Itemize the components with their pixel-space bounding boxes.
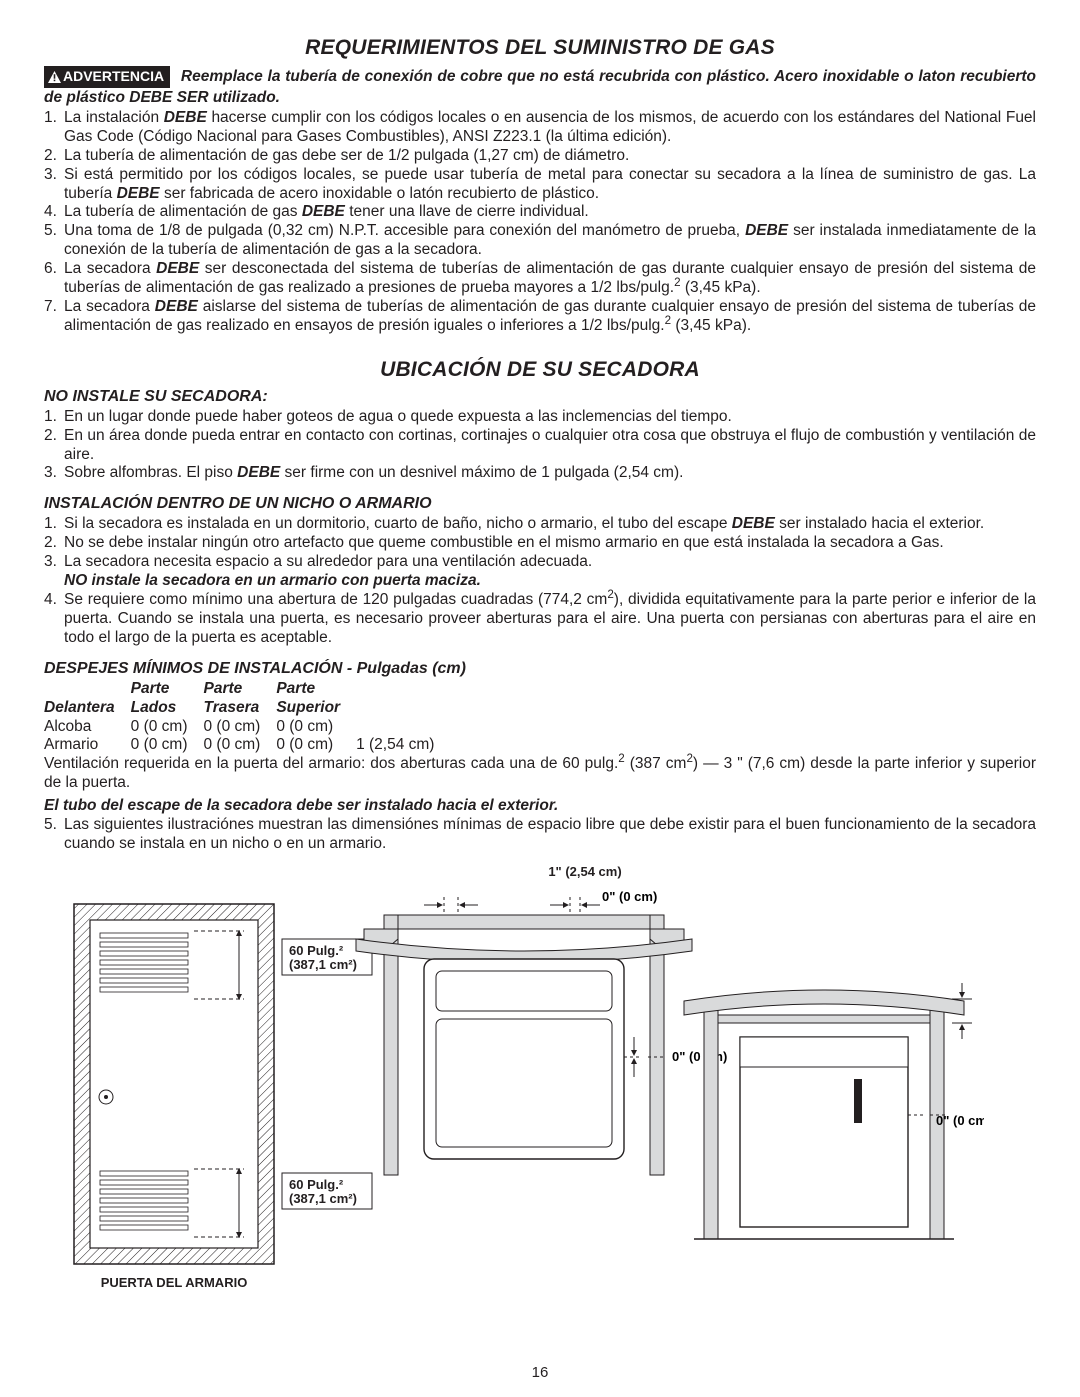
- list-item: La secadora DEBE aislarse del sistema de…: [44, 298, 1036, 336]
- list-item: Sobre alfombras. El piso DEBE ser firme …: [44, 464, 1036, 483]
- list-item: Si está permitido por los códigos locale…: [44, 166, 1036, 204]
- svg-text:60 Pulg.²(387,1 cm²): 60 Pulg.²(387,1 cm²): [289, 1177, 357, 1206]
- list-item: Si la secadora es instalada en un dormit…: [44, 515, 1036, 534]
- section1-title: REQUERIMIENTOS DEL SUMINISTRO DE GAS: [44, 36, 1036, 60]
- list-item: Las siguientes ilustraciónes muestran la…: [44, 816, 1036, 854]
- svg-text:60 Pulg.²(387,1 cm²): 60 Pulg.²(387,1 cm²): [289, 943, 357, 972]
- section2-list1: En un lugar donde puede haber goteos de …: [44, 408, 1036, 484]
- list-item: En un lugar donde puede haber goteos de …: [44, 408, 1036, 427]
- document-page: REQUERIMIENTOS DEL SUMINISTRO DE GAS ADV…: [0, 0, 1080, 1397]
- vent-note: Ventilación requerida en la puerta del a…: [44, 755, 1036, 793]
- list-item: Una toma de 1/8 de pulgada (0,32 cm) N.P…: [44, 222, 1036, 260]
- sub-tubo: El tubo del escape de la secadora debe s…: [44, 797, 1036, 816]
- list-item: La tubería de alimentación de gas DEBE t…: [44, 203, 1036, 222]
- frontview-drawing: 0" (0 cm): [684, 983, 984, 1239]
- sub-despejes: DESPEJES MÍNIMOS DE INSTALACIÓN - Pulgad…: [44, 660, 1036, 678]
- warning-icon: [48, 71, 61, 83]
- warning-badge: ADVERTENCIA: [44, 66, 170, 88]
- list-item: No se debe instalar ningún otro artefact…: [44, 534, 1036, 553]
- diagram-top-label: 1" (2,54 cm): [134, 864, 1036, 879]
- section1-list: La instalación DEBE hacerse cumplir con …: [44, 109, 1036, 336]
- diagrams: 1" (2,54 cm): [44, 864, 1036, 1299]
- topview-drawing: 0" (0 cm) 0" (0 cm): [356, 889, 727, 1175]
- clearance-diagram: 60 Pulg.²(387,1 cm²) 60 Pulg.²(387,1 cm²…: [44, 879, 984, 1299]
- svg-text:0" (0 cm): 0" (0 cm): [602, 889, 657, 904]
- page-number: 16: [0, 1364, 1080, 1381]
- warning-line: ADVERTENCIA Reemplace la tubería de cone…: [44, 66, 1036, 107]
- list-item: Se requiere como mínimo una abertura de …: [44, 591, 1036, 648]
- sub-nicho: INSTALACIÓN DENTRO DE UN NICHO O ARMARIO: [44, 495, 1036, 513]
- list-item: La secadora DEBE ser desconectada del si…: [44, 260, 1036, 298]
- list-item: En un área donde pueda entrar en contact…: [44, 427, 1036, 465]
- closet-door-drawing: 60 Pulg.²(387,1 cm²) 60 Pulg.²(387,1 cm²…: [74, 904, 372, 1290]
- warning-badge-text: ADVERTENCIA: [63, 68, 164, 84]
- svg-text:0" (0 cm): 0" (0 cm): [672, 1049, 727, 1064]
- section2-list2: Si la secadora es instalada en un dormit…: [44, 515, 1036, 647]
- sub-no-instale: NO INSTALE SU SECADORA:: [44, 388, 1036, 406]
- list-item: La instalación DEBE hacerse cumplir con …: [44, 109, 1036, 147]
- section2-title: UBICACIÓN DE SU SECADORA: [44, 358, 1036, 382]
- list-item: La tubería de alimentación de gas debe s…: [44, 147, 1036, 166]
- door-caption: PUERTA DEL ARMARIO: [101, 1275, 248, 1290]
- section2-list3: Las siguientes ilustraciónes muestran la…: [44, 816, 1036, 854]
- clearance-table: ParteParteParteDelanteraLadosTraseraSupe…: [44, 680, 450, 756]
- list-item: La secadora necesita espacio a su alrede…: [44, 553, 1036, 591]
